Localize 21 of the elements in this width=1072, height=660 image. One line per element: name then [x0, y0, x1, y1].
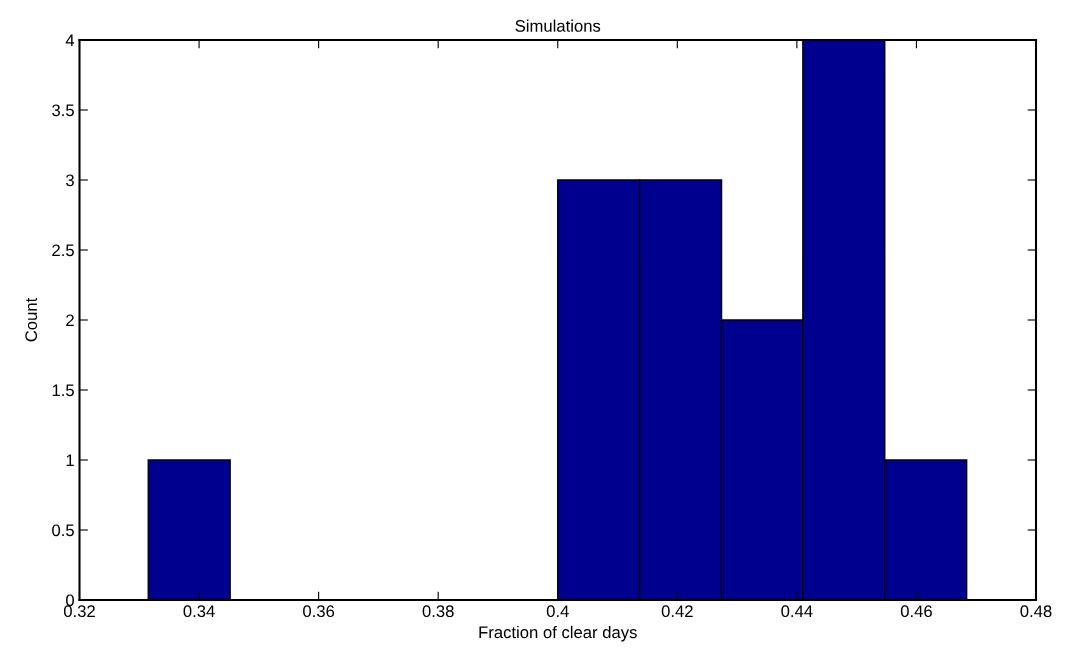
x-tick-label: 0.4: [546, 605, 569, 618]
y-tick-label: 1.5: [52, 384, 74, 397]
y-tick-label: 3.5: [52, 104, 74, 117]
chart-title: Simulations: [515, 19, 601, 32]
x-tick-label: 0.46: [900, 605, 932, 618]
y-tick-label: 0: [66, 594, 74, 607]
x-tick-label: 0.36: [303, 605, 335, 618]
y-tick-label: 2.5: [52, 244, 74, 257]
y-tick-label: 3: [66, 174, 74, 187]
y-tick-label: 4: [65, 34, 75, 47]
x-tick-label: 0.44: [781, 605, 813, 618]
x-tick-label: 0.34: [183, 605, 215, 618]
y-tick-label: 1: [66, 454, 74, 467]
y-axis-title: Count: [25, 297, 38, 342]
x-tick-label: 0.38: [422, 605, 454, 618]
x-axis-title: Fraction of clear days: [479, 625, 637, 642]
x-tick-label: 0.42: [661, 605, 693, 618]
y-tick-label: 2: [66, 314, 74, 327]
x-tick-label: 0.48: [1020, 605, 1052, 618]
y-tick-label: 0.5: [52, 524, 74, 537]
x-tick-label: 0.32: [63, 605, 95, 618]
